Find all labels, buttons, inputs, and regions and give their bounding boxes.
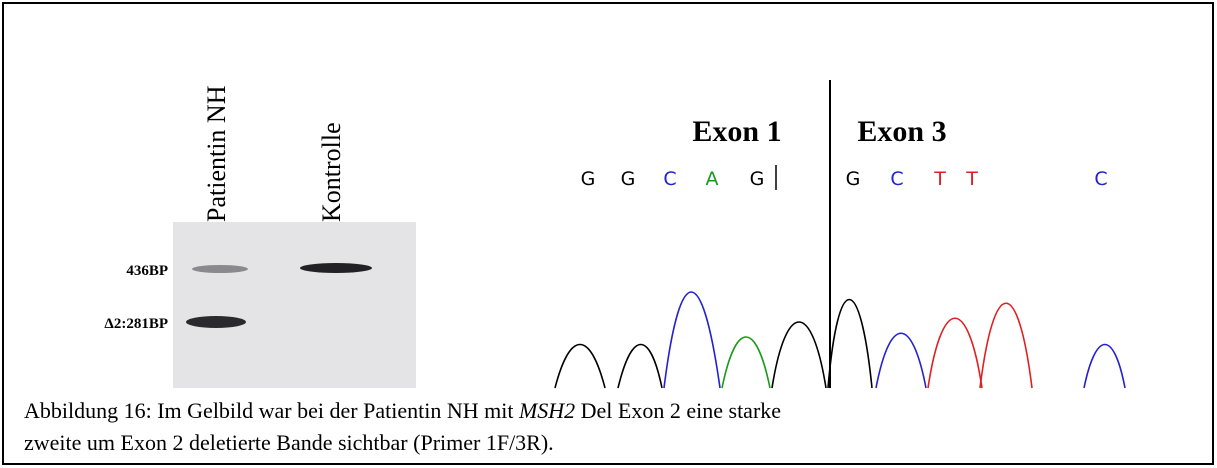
figure: Patientin NH Kontrolle 436BP Δ2:281BP Ex… (0, 0, 1217, 468)
base: G (846, 168, 861, 190)
lane-label: Kontrolle (317, 122, 346, 222)
base: C (663, 168, 676, 190)
caption: zweite um Exon 2 deletierte Bande sichtb… (24, 430, 554, 455)
base: T (965, 168, 978, 190)
base: G (581, 168, 596, 190)
base: C (890, 168, 903, 190)
exon-label: Exon 3 (857, 115, 946, 148)
base: T (933, 168, 946, 190)
caption: Abbildung 16: Im Gelbild war bei der Pat… (24, 398, 781, 423)
lane-label: Patientin NH (202, 85, 231, 222)
exon-label: Exon 1 (692, 115, 781, 148)
base: G (750, 168, 765, 190)
base: C (1094, 168, 1107, 190)
gel-band (192, 265, 248, 273)
base: G (621, 168, 636, 190)
page: Patientin NH Kontrolle 436BP Δ2:281BP Ex… (0, 0, 1217, 468)
gel-band (300, 263, 372, 273)
caption-text: Abbildung 16: Im Gelbild war bei der Pat… (24, 398, 519, 423)
gel-band (186, 316, 246, 328)
base: A (706, 168, 719, 190)
gel-image (173, 222, 416, 388)
band-label: Δ2:281BP (104, 316, 168, 332)
band-label: 436BP (126, 263, 168, 279)
gene-name: MSH2 (518, 398, 575, 423)
caption-text: Del Exon 2 eine starke (575, 398, 781, 423)
